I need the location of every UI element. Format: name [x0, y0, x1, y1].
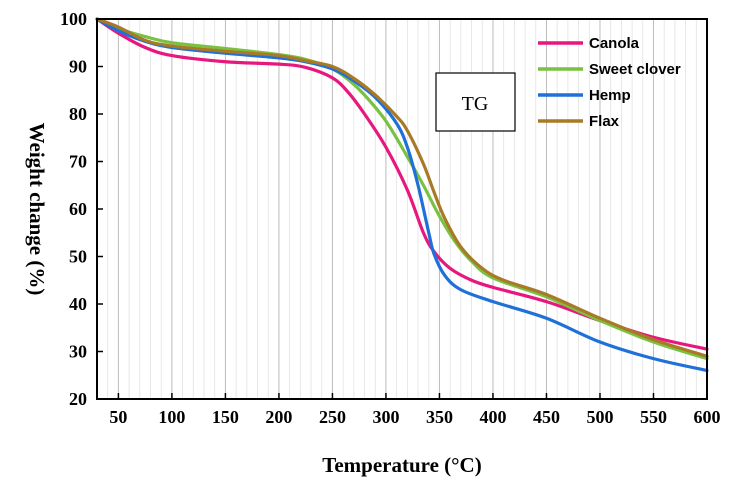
series-line-canola [95, 17, 709, 351]
legend-label-flax: Flax [589, 113, 620, 130]
axis-ticks: 50 100 150 200 250 300 350 400 450 500 550 600 20 30 4… [60, 9, 721, 427]
x-tick-label: 200 [265, 407, 292, 427]
y-tick-label: 30 [69, 342, 87, 362]
series-line-flax [95, 17, 709, 358]
x-tick-label: 150 [212, 407, 239, 427]
tg-annotation-label: TG [462, 93, 489, 115]
grid [107, 19, 697, 399]
x-tick-label: 250 [319, 407, 346, 427]
x-tick-label: 500 [586, 407, 613, 427]
x-tick-label: 300 [372, 407, 399, 427]
tg-annotation: TG [435, 72, 516, 132]
legend-label-sweet-clover: Sweet clover [589, 61, 681, 78]
series-line-sweet-clover [95, 17, 709, 361]
y-tick-label: 40 [69, 294, 87, 314]
legend: Canola Sweet clover Hemp Flax [538, 35, 681, 130]
y-tick-label: 90 [69, 57, 87, 77]
x-tick-label: 50 [109, 407, 127, 427]
x-tick-label: 550 [640, 407, 667, 427]
y-tick-label: 50 [69, 247, 87, 267]
y-tick-label: 80 [69, 104, 87, 124]
x-tick-label: 600 [694, 407, 721, 427]
series-line-hemp [95, 17, 709, 373]
x-axis-title: Temperature (°C) [322, 453, 481, 477]
y-tick-label: 20 [69, 389, 87, 409]
y-tick-label: 100 [60, 9, 87, 29]
y-axis-title: Weight change (%) [25, 123, 49, 296]
series-lines [95, 17, 709, 373]
y-tick-label: 60 [69, 199, 87, 219]
tg-annotation-box [435, 72, 516, 132]
x-tick-label: 350 [426, 407, 453, 427]
x-tick-label: 450 [533, 407, 560, 427]
x-tick-label: 400 [479, 407, 506, 427]
x-tick-label: 100 [158, 407, 185, 427]
legend-label-hemp: Hemp [589, 87, 631, 104]
y-tick-label: 70 [69, 152, 87, 172]
legend-label-canola: Canola [589, 35, 640, 52]
